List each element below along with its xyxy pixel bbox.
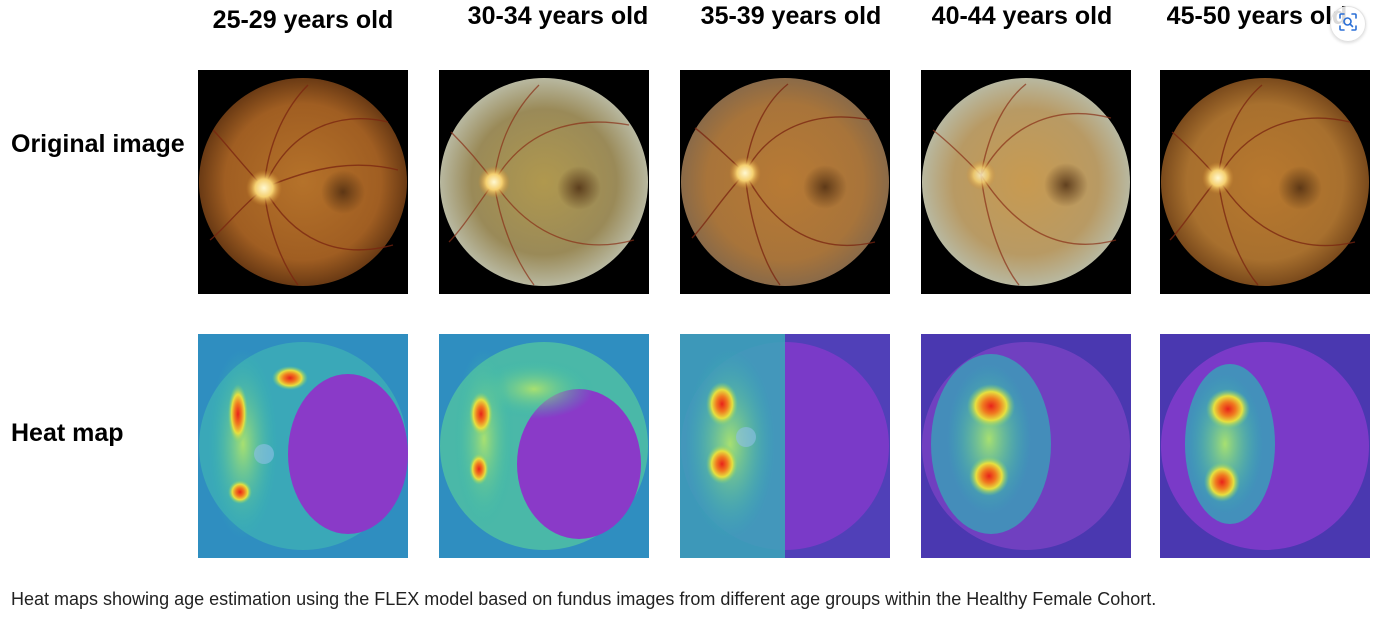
visual-lookup-button[interactable]: [1330, 6, 1366, 42]
heat-map-45-50: [1160, 334, 1370, 558]
heat-map-40-44: [921, 334, 1131, 558]
heat-map-25-29: [198, 334, 408, 558]
column-header-25-29: 25-29 years old: [212, 6, 394, 34]
column-header-35-39: 35-39 years old: [700, 2, 882, 30]
column-header-40-44: 40-44 years old: [931, 2, 1113, 30]
column-header-30-34: 30-34 years old: [467, 2, 649, 30]
figure-caption: Heat maps showing age estimation using t…: [11, 589, 1157, 609]
heat-map-35-39: [680, 334, 890, 558]
fundus-image-40-44: [921, 70, 1131, 294]
heat-map-30-34: [439, 334, 649, 558]
fundus-image-25-29: [198, 70, 408, 294]
fundus-image-30-34: [439, 70, 649, 294]
visual-lookup-icon: [1338, 12, 1358, 37]
row-label-original: Original image: [11, 130, 185, 158]
fundus-image-45-50: [1160, 70, 1370, 294]
row-label-heatmap: Heat map: [11, 419, 124, 447]
fundus-image-35-39: [680, 70, 890, 294]
column-header-45-50: 45-50 years old: [1166, 2, 1348, 30]
